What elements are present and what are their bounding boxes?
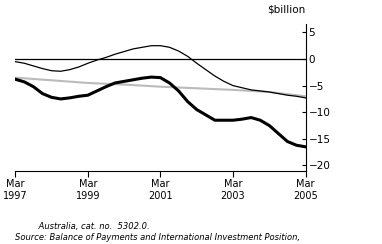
Balance on current account — [22, 81, 27, 83]
Balance on goods and services — [13, 60, 18, 63]
Balance on current account — [95, 90, 99, 92]
Net income — [13, 76, 18, 79]
Balance on current account — [258, 119, 262, 122]
Balance on goods and services — [222, 80, 226, 83]
Text: Source: Balance of Payments and International Investment Position,: Source: Balance of Payments and Internat… — [15, 233, 300, 242]
Net income — [86, 81, 90, 84]
Balance on goods and services — [231, 84, 235, 87]
Balance on current account — [131, 78, 136, 81]
Balance on current account — [40, 92, 45, 95]
Line: Balance on goods and services: Balance on goods and services — [15, 46, 306, 98]
Balance on current account — [185, 100, 190, 103]
Balance on current account — [104, 85, 108, 88]
Balance on current account — [31, 85, 36, 88]
Balance on current account — [122, 80, 126, 83]
Balance on goods and services — [194, 62, 199, 65]
Net income — [194, 87, 199, 90]
Balance on goods and services — [113, 53, 117, 56]
Balance on goods and services — [158, 44, 163, 47]
Balance on current account — [240, 118, 244, 121]
Balance on current account — [13, 78, 18, 81]
Balance on current account — [86, 94, 90, 97]
Balance on current account — [276, 132, 281, 135]
Balance on current account — [76, 95, 81, 98]
Balance on current account — [49, 96, 54, 99]
Balance on goods and services — [140, 46, 145, 49]
Balance on goods and services — [249, 88, 254, 91]
Net income — [49, 79, 54, 82]
Balance on current account — [222, 119, 226, 122]
Text: Australia, cat. no.  5302.0.: Australia, cat. no. 5302.0. — [15, 222, 150, 231]
Net income — [158, 85, 163, 88]
Line: Balance on current account: Balance on current account — [15, 77, 306, 147]
Balance on goods and services — [49, 69, 54, 72]
Balance on goods and services — [285, 94, 290, 97]
Balance on goods and services — [68, 68, 72, 71]
Line: Net income: Net income — [15, 78, 306, 96]
Balance on current account — [167, 81, 172, 84]
Balance on goods and services — [204, 68, 208, 71]
Balance on goods and services — [95, 59, 99, 61]
Balance on goods and services — [58, 70, 63, 73]
Balance on goods and services — [149, 44, 154, 47]
Balance on goods and services — [40, 67, 45, 70]
Balance on goods and services — [258, 90, 262, 92]
Net income — [122, 83, 126, 86]
Balance on goods and services — [294, 95, 299, 98]
Balance on current account — [58, 97, 63, 100]
Balance on goods and services — [131, 47, 136, 50]
Balance on goods and services — [276, 92, 281, 95]
Balance on current account — [176, 90, 181, 92]
Balance on goods and services — [303, 96, 308, 99]
Balance on goods and services — [31, 64, 36, 67]
Balance on current account — [303, 145, 308, 148]
Balance on goods and services — [213, 75, 217, 78]
Balance on goods and services — [122, 50, 126, 53]
Net income — [231, 88, 235, 91]
Balance on goods and services — [176, 50, 181, 52]
Balance on goods and services — [22, 62, 27, 65]
Net income — [267, 91, 272, 93]
Balance on current account — [231, 119, 235, 122]
Balance on current account — [285, 140, 290, 143]
Balance on current account — [149, 76, 154, 79]
Balance on current account — [204, 113, 208, 116]
Balance on goods and services — [86, 62, 90, 65]
Balance on current account — [294, 144, 299, 147]
Balance on current account — [68, 96, 72, 99]
Balance on goods and services — [167, 46, 172, 49]
Balance on current account — [249, 116, 254, 119]
Balance on goods and services — [185, 55, 190, 58]
Balance on current account — [267, 124, 272, 127]
Balance on goods and services — [104, 56, 108, 59]
Balance on goods and services — [267, 91, 272, 93]
Balance on current account — [194, 108, 199, 111]
Balance on current account — [140, 77, 145, 80]
Balance on goods and services — [240, 86, 244, 89]
Net income — [303, 95, 308, 98]
Balance on goods and services — [76, 66, 81, 69]
Text: $billion: $billion — [267, 4, 306, 14]
Balance on current account — [113, 81, 117, 84]
Balance on current account — [158, 76, 163, 79]
Balance on current account — [213, 119, 217, 122]
